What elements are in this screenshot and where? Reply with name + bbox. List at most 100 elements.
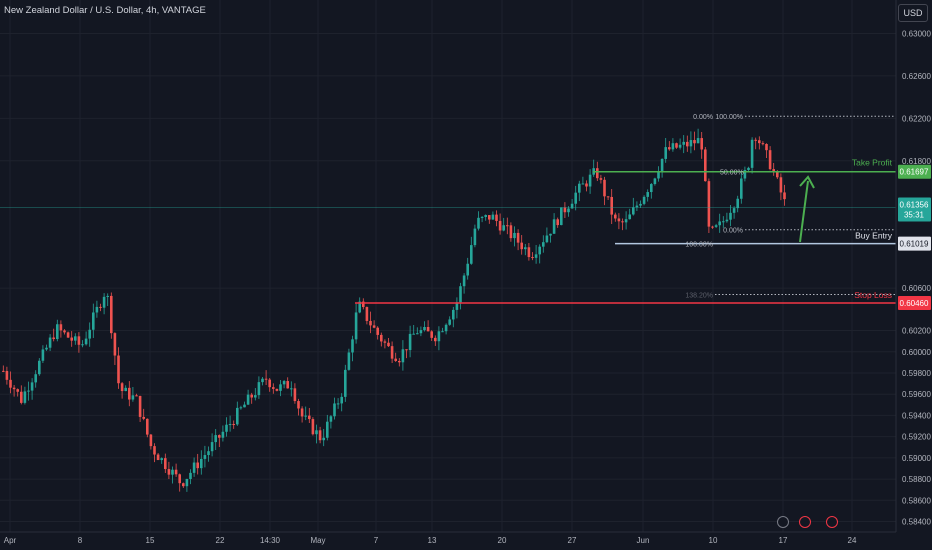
candle-body [405, 349, 408, 351]
flag-icon [826, 516, 838, 528]
candle-body [606, 196, 610, 198]
candle-body [362, 301, 365, 308]
candle-body [236, 407, 239, 425]
candle-body [462, 275, 466, 287]
candle-body [135, 395, 138, 397]
candle-body [153, 446, 156, 455]
candle-body [84, 338, 88, 345]
candle-body [765, 143, 768, 151]
x-tick-label: 10 [709, 536, 718, 545]
buy-entry-price-badge-bg [898, 236, 931, 251]
time-axis: Apr 8 15 22 14:30 May 7 13 20 27 Jun 10 17 24 [0, 516, 896, 545]
candle-body [171, 469, 174, 475]
candle-body [264, 378, 268, 380]
candle-body [772, 169, 775, 172]
candle-body [297, 401, 300, 409]
candle-body [20, 391, 23, 403]
take-profit-price-badge-bg [898, 164, 931, 179]
candle-body [340, 396, 343, 404]
y-tick-label: 0.59200 [902, 433, 931, 442]
candle-body [182, 483, 185, 487]
x-tick-label: Apr [4, 536, 17, 545]
candle-body [416, 333, 419, 335]
candle-body [344, 369, 347, 397]
candle-body [160, 458, 163, 461]
candle-body [696, 138, 700, 144]
candle-body [585, 183, 588, 187]
y-tick-label: 0.58800 [902, 475, 931, 484]
candle-body [758, 140, 761, 144]
fib-level-label: 100.00% [715, 114, 743, 121]
candle-body [351, 339, 354, 353]
candle-body [106, 295, 109, 297]
candle-body [516, 232, 520, 243]
candle-body [682, 141, 685, 145]
candle-body [466, 263, 469, 276]
candle-body [27, 390, 30, 392]
candle-body [99, 306, 102, 308]
candle-body [268, 379, 271, 388]
candle-body [398, 360, 401, 363]
candle-body [639, 203, 642, 206]
candle-body [124, 387, 127, 392]
candle-body [423, 326, 426, 331]
candle-body [693, 140, 696, 144]
candle-body [48, 337, 52, 348]
stop-loss-price-badge-bg [898, 295, 931, 310]
candle-body [401, 349, 405, 363]
currency-button[interactable]: USD [898, 4, 928, 22]
candle-body [369, 320, 372, 326]
candle-body [326, 421, 329, 438]
candle-body [113, 333, 117, 356]
candle-body [66, 332, 70, 338]
candle-body [578, 183, 581, 193]
candle-body [131, 395, 135, 400]
candle-body [441, 331, 444, 333]
candle-body [527, 247, 531, 258]
candle-body [599, 178, 603, 180]
y-tick-label: 0.60000 [902, 348, 931, 357]
candle-body [473, 228, 477, 246]
candle-body [430, 331, 433, 338]
candle-body [390, 346, 394, 359]
candle-body [167, 469, 171, 475]
candle-body [12, 387, 16, 390]
candle-body [333, 403, 336, 417]
candle-body [304, 415, 307, 417]
candle-body [387, 342, 390, 347]
candle-body [624, 219, 628, 223]
candle-body [642, 196, 646, 204]
candle-body [117, 355, 120, 384]
candle-body [120, 383, 124, 392]
candle-body [711, 226, 714, 228]
candle-body [95, 306, 99, 313]
candle-body [502, 225, 505, 231]
y-tick-label: 0.63000 [902, 29, 931, 38]
candle-body [761, 143, 765, 145]
candle-body [210, 442, 214, 452]
fib-level-label: 0.00% [693, 114, 713, 121]
candle-body [189, 472, 192, 479]
candle-body [257, 382, 261, 396]
candle-body [347, 352, 351, 370]
y-tick-label: 0.58400 [902, 518, 931, 527]
candle-body [664, 147, 667, 159]
candle-body [545, 235, 549, 243]
candle-body [581, 183, 585, 185]
candle-body [74, 336, 77, 341]
candle-body [2, 370, 5, 372]
candle-body [383, 341, 387, 343]
candle-body [174, 469, 178, 475]
candle-body [329, 416, 333, 422]
candle-body [455, 302, 459, 310]
candle-body [484, 215, 487, 217]
candle-body [426, 326, 430, 332]
y-tick-label: 0.62200 [902, 114, 931, 123]
candle-body [444, 324, 448, 332]
candle-body [588, 174, 592, 187]
candle-body [754, 139, 757, 141]
candle-body [102, 296, 106, 308]
candle-body [750, 139, 754, 168]
candle-body [138, 395, 142, 417]
